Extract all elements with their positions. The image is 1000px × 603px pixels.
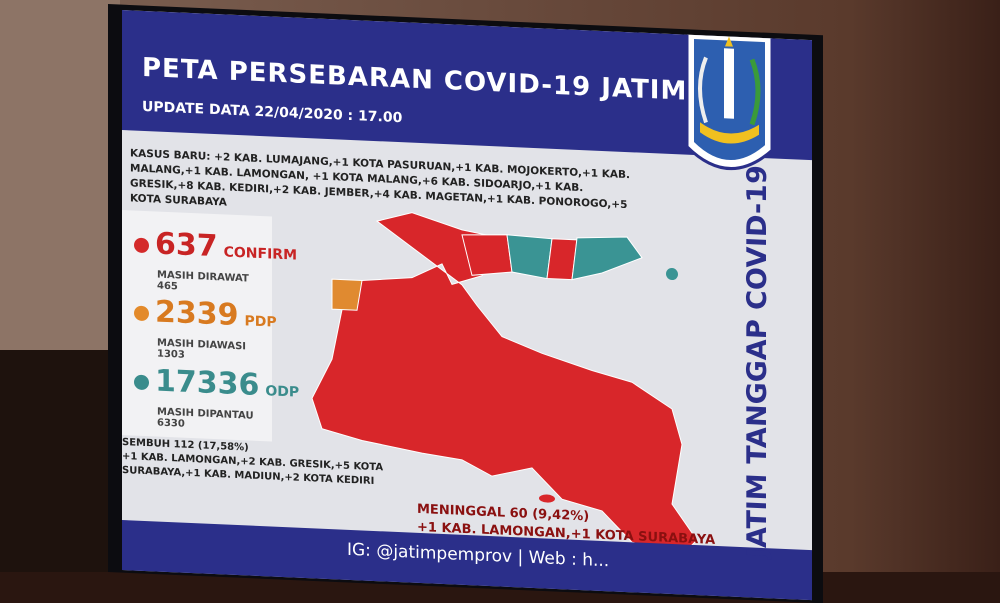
update-timestamp: UPDATE DATA 22/04/2020 : 17.00: [142, 98, 403, 127]
odp-count: 17336: [155, 363, 260, 403]
page-title: PETA PERSEBARAN COVID-19 JATIM: [142, 52, 688, 107]
east-java-emblem-icon: [685, 30, 774, 171]
wall-panel: [0, 0, 120, 350]
pdp-sub: MASIH DIAWASI 1303: [157, 337, 247, 361]
confirm-dot-icon: [134, 237, 149, 254]
east-java-map: [311, 212, 698, 556]
stats-panel: 637 CONFIRM MASIH DIRAWAT 465 2339 PDP MAS…: [122, 210, 299, 442]
pdp-count: 2339: [155, 294, 239, 334]
side-label: JATIM TANGGAP COVID-19: [742, 164, 773, 559]
odp-label: ODP: [265, 383, 300, 401]
odp-dot-icon: [134, 374, 149, 391]
confirm-sub: MASIH DIRAWAT 465: [157, 269, 249, 293]
tv-screen: PETA PERSEBARAN COVID-19 JATIM UPDATE DA…: [122, 10, 812, 601]
odp-sub: MASIH DIPANTAU 6330: [157, 406, 254, 430]
confirm-label: CONFIRM: [223, 244, 298, 264]
pdp-label: PDP: [244, 313, 277, 331]
social-handle: IG: @jatimpemprov | Web : h...: [347, 539, 610, 572]
pdp-dot-icon: [134, 305, 149, 322]
confirm-count: 637: [155, 226, 218, 265]
